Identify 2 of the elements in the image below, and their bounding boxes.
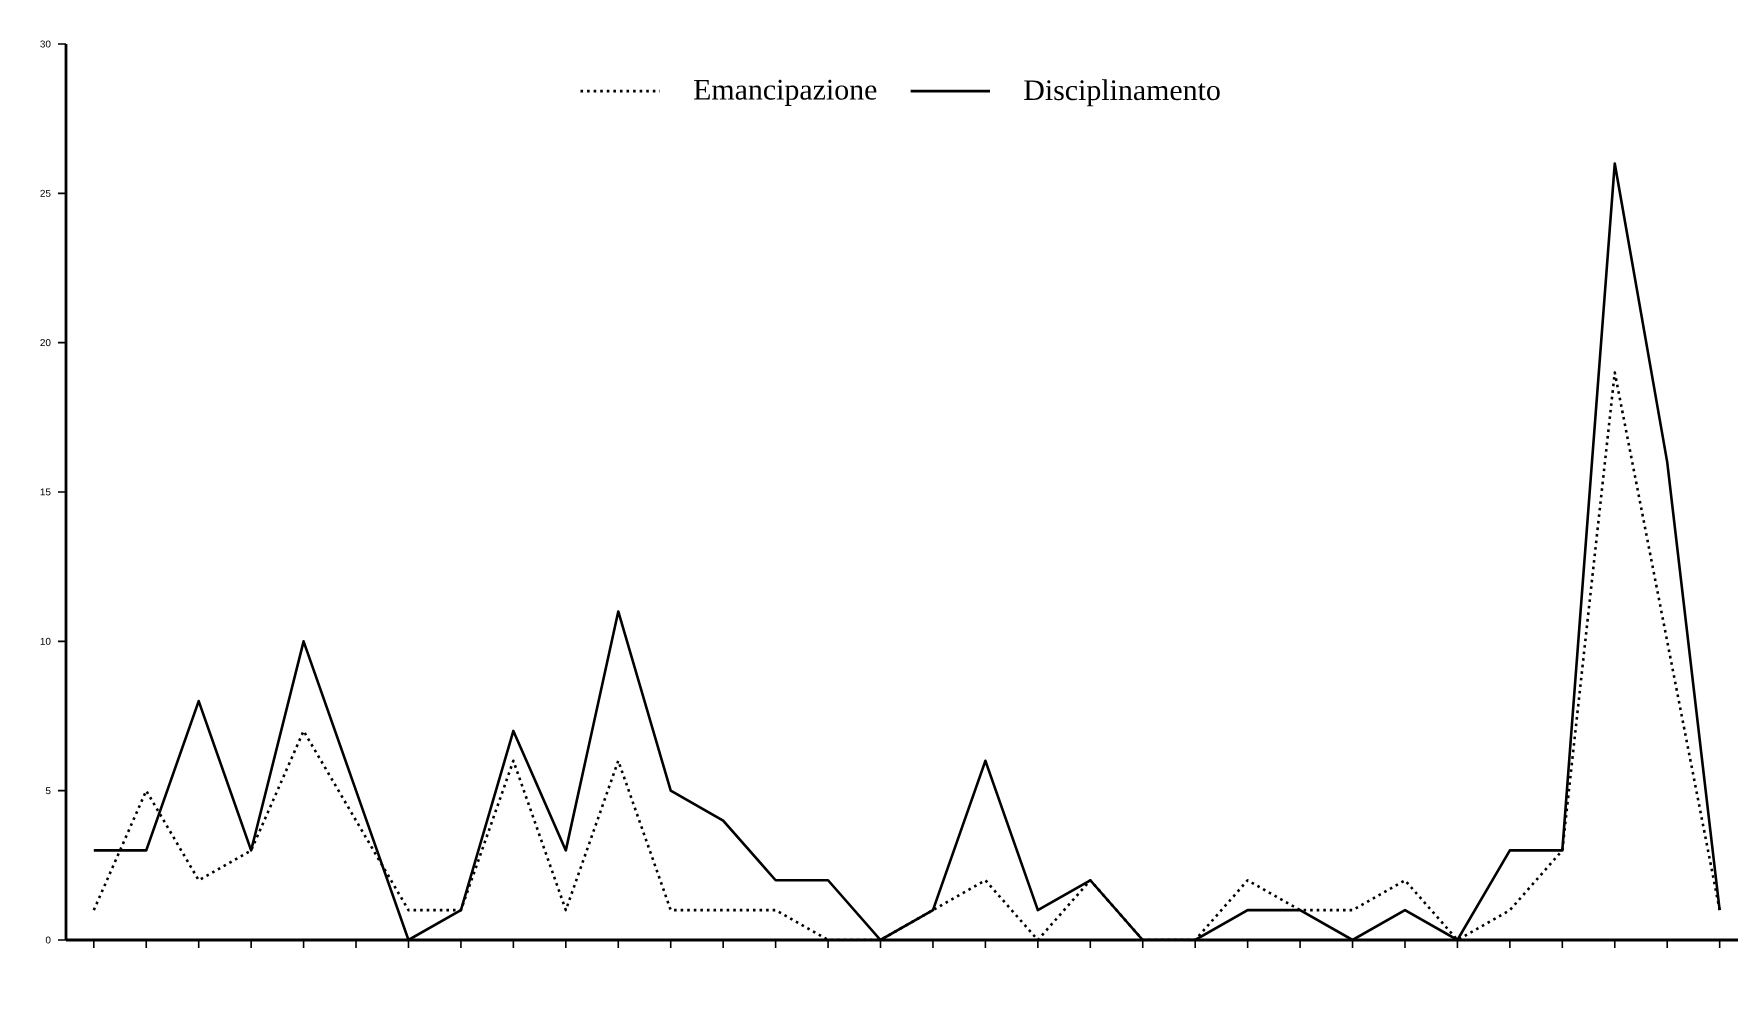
legend-label: Emancipazione — [694, 79, 877, 106]
legend-label: Disciplinamento — [1024, 79, 1220, 107]
